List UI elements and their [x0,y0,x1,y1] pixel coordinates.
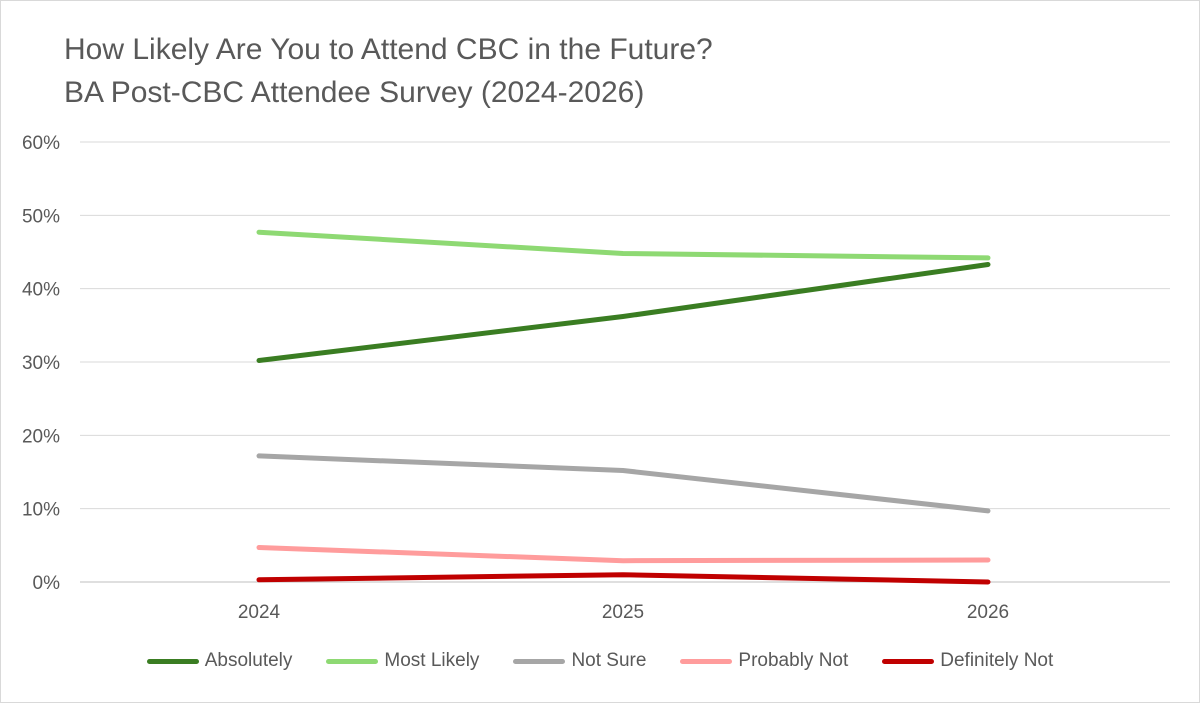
legend-label: Probably Not [738,650,849,671]
legend-item-absolutely: Absolutely [146,650,293,672]
legend-item-definitely-not: Definitely Not [882,650,1053,672]
legend-swatch [882,658,935,664]
gridlines [80,141,1170,583]
legend-swatch [326,658,379,664]
x-tick-label: 2026 [967,602,1009,623]
legend-swatch [146,658,199,664]
y-tick-label: 20% [22,426,60,447]
legend-item-not-sure: Not Sure [513,650,646,672]
y-tick-label: 10% [22,500,60,521]
legend-item-probably-not: Probably Not [680,650,848,672]
legend-label: Most Likely [384,650,480,671]
series-lines [256,229,991,585]
y-tick-label: 50% [22,206,60,227]
series-line-probably-not [256,545,991,564]
legend-item-most-likely: Most Likely [326,650,479,672]
series-line-absolutely [256,262,991,363]
series-line-not-sure [256,453,991,514]
x-tick-label: 2025 [602,602,644,623]
legend-swatch [513,658,566,664]
legend-label: Definitely Not [940,650,1054,671]
chart-title: How Likely Are You to Attend CBC in the … [64,33,713,66]
chart-subtitle: BA Post-CBC Attendee Survey (2024-2026) [64,76,645,109]
x-axis-tick-labels: 2024 2025 2026 [238,602,1009,623]
legend-swatch [680,658,733,664]
legend: Absolutely Most Likely Not Sure Probably No… [0,650,1200,672]
x-tick-label: 2024 [238,602,281,623]
y-tick-label: 30% [22,353,60,374]
legend-label: Absolutely [204,650,293,671]
series-line-definitely-not [256,572,991,585]
y-tick-label: 40% [22,280,60,301]
y-tick-label: 0% [33,573,61,594]
y-axis-tick-labels: 0% 10% 20% 30% 40% 50% 60% [22,133,60,594]
series-line-most-likely [256,229,991,261]
y-tick-label: 60% [22,133,60,154]
chart-title-block: How Likely Are You to Attend CBC in the … [64,28,713,114]
legend-label: Not Sure [571,650,647,671]
